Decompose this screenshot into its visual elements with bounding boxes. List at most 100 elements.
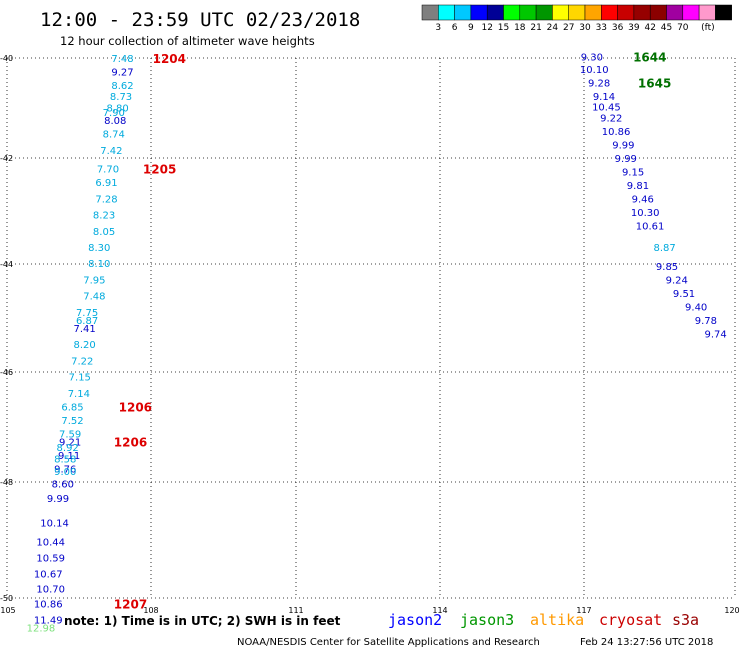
wave-height-label: 10.30 <box>631 208 660 219</box>
wave-height-label: 9.40 <box>685 302 707 313</box>
y-tick-label: -44 <box>0 260 13 269</box>
colorbar-label: 18 <box>514 23 526 33</box>
wave-height-label: 9.11 <box>58 451 80 462</box>
legend-jason3: jason3 <box>460 611 514 629</box>
x-tick-label: 111 <box>288 606 303 615</box>
colorbar-swatch <box>535 4 553 21</box>
legend-altika: altika <box>530 611 584 629</box>
wave-height-label: 7.48 <box>83 292 105 303</box>
colorbar-swatch <box>552 4 569 21</box>
time-label: 1204 <box>153 52 186 66</box>
colorbar-label: 21 <box>530 23 541 33</box>
wave-height-label: 8.30 <box>88 243 110 254</box>
colorbar-label: 30 <box>579 23 591 33</box>
colorbar-label: 33 <box>596 23 607 33</box>
wave-height-label: 10.14 <box>40 518 69 529</box>
colorbar-swatch <box>470 4 488 21</box>
wave-height-label: 9.99 <box>615 154 637 165</box>
colorbar-label: 39 <box>628 23 640 33</box>
colorbar-swatch <box>649 4 667 21</box>
colorbar-label: 6 <box>452 23 458 33</box>
wave-height-label: 9.24 <box>666 275 688 286</box>
wave-height-label: 7.95 <box>83 275 105 286</box>
units-note: note: 1) Time is in UTC; 2) SWH is in fe… <box>64 614 341 628</box>
colorbar-swatch <box>633 4 651 21</box>
y-tick-label: -46 <box>0 368 13 377</box>
x-tick-label: 105 <box>0 606 15 615</box>
colorbar-swatch <box>617 4 635 21</box>
y-tick-label: -48 <box>0 478 13 487</box>
y-tick-label: -42 <box>0 154 13 163</box>
colorbar-swatch <box>601 4 618 21</box>
time-label: 1206 <box>119 400 152 414</box>
wave-height-label: 7.42 <box>100 146 122 157</box>
wave-height-label: 8.05 <box>93 227 115 238</box>
wave-height-label: 7.59 <box>59 429 81 440</box>
wave-height-label: 7.52 <box>61 416 83 427</box>
wave-height-label: 9.51 <box>673 289 695 300</box>
colorbar-swatch <box>698 4 716 21</box>
time-label: 1206 <box>114 435 147 449</box>
wave-height-label: 10.86 <box>34 599 63 610</box>
wave-height-label: 7.75 <box>76 308 98 319</box>
wave-height-label: 9.74 <box>704 329 726 340</box>
colorbar-label: 45 <box>661 23 672 33</box>
wave-height-label: 9.85 <box>656 262 678 273</box>
time-label: 1205 <box>143 163 176 177</box>
wave-height-label: 7.70 <box>97 165 119 176</box>
wave-height-label: 7.22 <box>71 356 93 367</box>
wave-height-label: 9.22 <box>600 113 622 124</box>
wave-height-label: 10.70 <box>36 584 65 595</box>
wave-height-label: 10.86 <box>602 127 631 138</box>
wave-height-label: 8.74 <box>103 130 125 141</box>
legend-cryosat: cryosat <box>599 611 662 629</box>
wave-height-label: 8.80 <box>107 104 129 115</box>
wave-height-label: 8.08 <box>104 116 126 127</box>
colorbar-swatch <box>666 4 684 21</box>
legend-s3a: s3a <box>672 611 699 629</box>
wave-height-label: 8.62 <box>111 81 133 92</box>
wave-height-label: 11.49 <box>34 616 63 627</box>
wave-height-label: 9.15 <box>622 167 644 178</box>
wave-height-label: 10.59 <box>36 554 65 565</box>
colorbar-label: 27 <box>563 23 574 33</box>
wave-height-label: 10.61 <box>636 221 665 232</box>
wave-height-label: 9.00 <box>54 467 76 478</box>
wave-height-label: 9.76 <box>54 464 76 475</box>
wave-height-label: 9.99 <box>612 140 634 151</box>
wave-height-label: 9.81 <box>627 181 649 192</box>
time-label: 1645 <box>638 76 671 90</box>
colorbar-label: 24 <box>547 23 559 33</box>
satellite-legend: jason2 jason3 altika cryosat s3a <box>388 611 699 629</box>
colorbar-swatch <box>568 4 586 21</box>
wave-height-label: 8.58 <box>54 455 76 466</box>
wave-height-label: 9.21 <box>59 437 81 448</box>
colorbar-label: 15 <box>498 23 509 33</box>
wave-height-label: 10.67 <box>34 570 63 581</box>
colorbar-swatch <box>682 4 700 21</box>
wave-height-label: 6.87 <box>76 316 98 327</box>
wave-height-label: 6.85 <box>61 402 83 413</box>
footer-source: NOAA/NESDIS Center for Satellite Applica… <box>237 637 540 648</box>
wave-height-label: 7.28 <box>95 194 117 205</box>
wave-height-label: 10.10 <box>580 65 609 76</box>
colorbar-label: 36 <box>612 23 624 33</box>
colorbar-label: 9 <box>468 23 474 33</box>
wave-height-label: 9.78 <box>695 316 717 327</box>
wave-height-label: 7.48 <box>111 54 133 65</box>
colorbar-swatch <box>438 4 455 21</box>
colorbar-legend: 3 6 9 12 15 18 21 24 27 30 33 36 39 42 45 70 (ft) <box>421 4 732 33</box>
wave-height-label: 8.92 <box>57 443 79 454</box>
legend-jason2: jason2 <box>388 611 442 629</box>
wave-height-label: 6.91 <box>95 178 117 189</box>
wave-height-label: 7.41 <box>74 324 96 335</box>
y-tick-label: -40 <box>0 54 13 63</box>
colorbar-label: 12 <box>481 23 492 33</box>
wave-height-label: 8.20 <box>74 340 96 351</box>
time-label: 1644 <box>633 50 666 64</box>
wave-height-label: 8.10 <box>88 259 110 270</box>
colorbar-label: 70 <box>677 23 689 33</box>
plot-area: -40 -42 -44 -46 -48 -50 105 108 111 114 117 120 9.27… <box>0 50 740 634</box>
colorbar-label: 3 <box>435 23 441 33</box>
